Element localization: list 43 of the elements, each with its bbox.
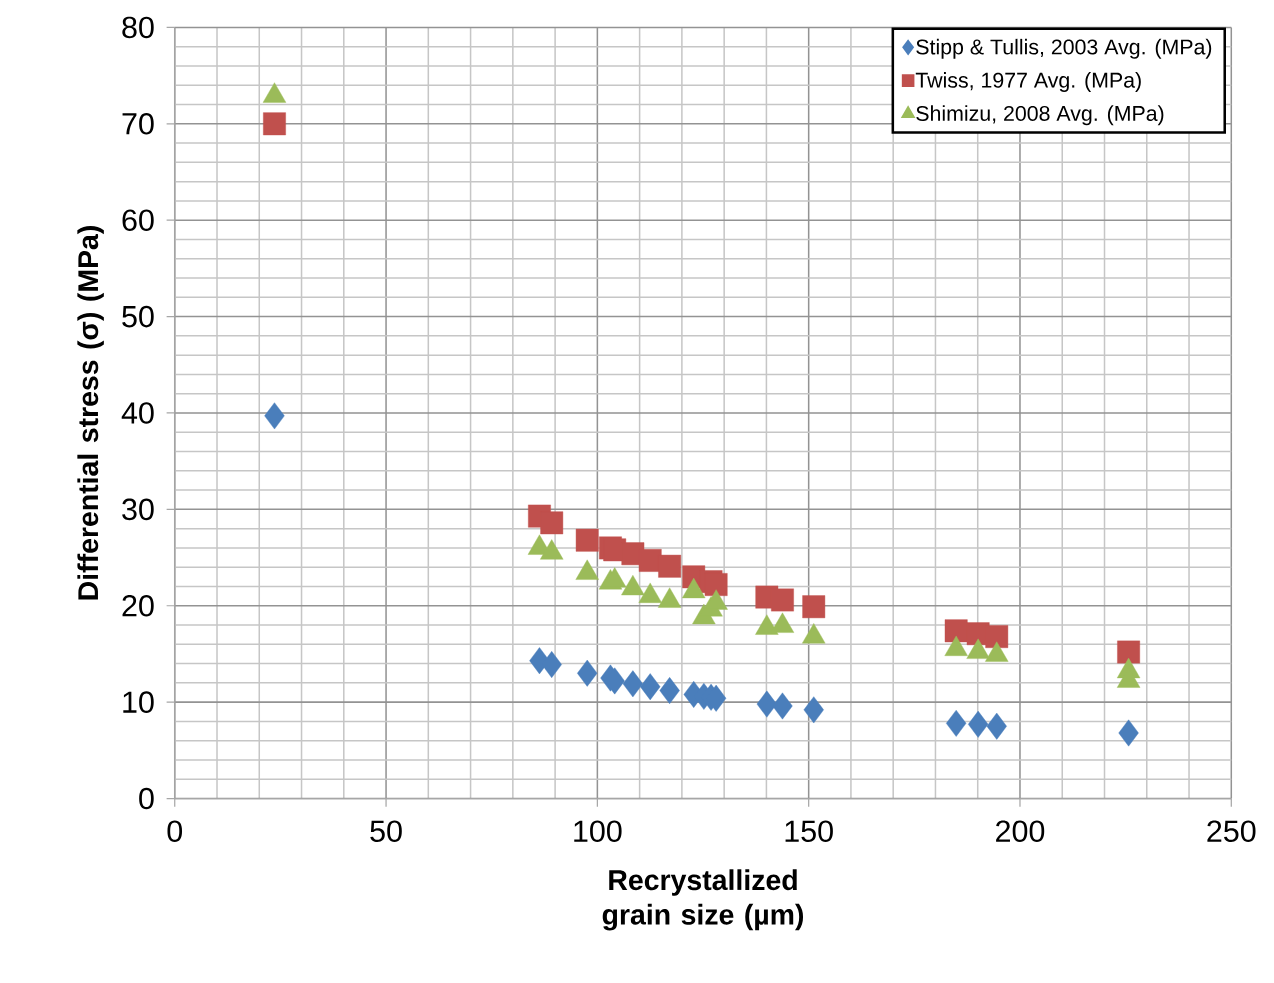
x-tick-label: 150 [785, 820, 833, 842]
y-tick-label: 70 [122, 112, 154, 135]
point [985, 625, 1009, 648]
point [575, 528, 599, 552]
point [659, 676, 680, 704]
point [986, 712, 1007, 740]
x-tick-label: 100 [574, 820, 622, 842]
point [968, 710, 989, 738]
legend-label: Stipp & Tullis, 2003 Avg. (MPa) [916, 38, 1212, 59]
y-tick-label: 0 [139, 787, 154, 810]
y-tick-label: 80 [122, 16, 154, 39]
x-axis-title: Recrystallized grain size (µm) [602, 869, 804, 931]
y-tick-label: 50 [122, 305, 154, 328]
legend-label: Shimizu, 2008 Avg. (MPa) [916, 105, 1164, 126]
x-tick-label: 200 [996, 820, 1045, 842]
point [772, 692, 793, 720]
legend-label: Twiss, 1977 Avg. (MPa) [915, 71, 1141, 92]
x-tick-label: 0 [167, 820, 183, 842]
x-tick-label: 250 [1207, 820, 1256, 842]
point [704, 572, 728, 596]
point [1117, 640, 1140, 664]
y-tick-label: 40 [121, 401, 154, 424]
y-tick-label: 60 [122, 209, 154, 231]
point [771, 588, 794, 612]
y-tick-label: 20 [122, 594, 154, 617]
point [946, 709, 967, 737]
point [944, 619, 968, 642]
point [803, 696, 824, 724]
point [1118, 719, 1139, 747]
point [622, 670, 643, 698]
y-tick-label: 10 [123, 691, 154, 713]
x-tick-label: 50 [370, 820, 402, 842]
point [541, 650, 562, 678]
point [802, 595, 826, 618]
y-tick-label: 30 [122, 498, 154, 520]
point [658, 554, 682, 578]
y-axis-title: Differential stress (σ) (MPa) [77, 225, 104, 600]
point [263, 112, 286, 135]
point [577, 659, 598, 687]
point [264, 402, 285, 430]
point [640, 673, 661, 700]
point [540, 511, 564, 535]
point [756, 690, 777, 718]
